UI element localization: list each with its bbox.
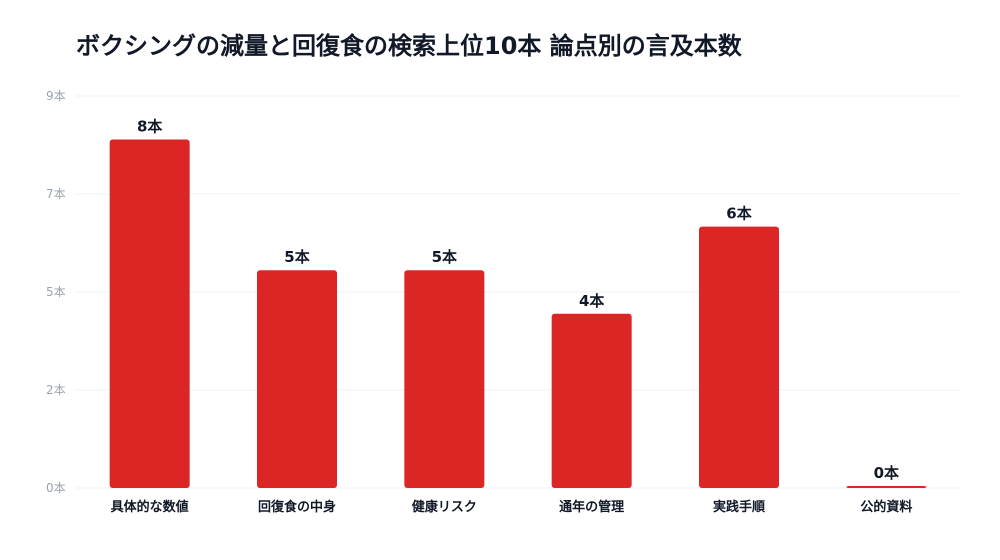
bar [846, 486, 927, 488]
data-label: 8本 [137, 118, 162, 136]
data-label: 6本 [726, 205, 751, 223]
x-tick-label: 具体的な数値 [111, 499, 189, 515]
x-tick-label: 通年の管理 [559, 499, 624, 515]
y-tick-label: 2本 [46, 383, 66, 397]
x-tick-label: 回復食の中身 [258, 499, 336, 515]
bar [551, 313, 632, 488]
y-tick-label: 7本 [46, 187, 66, 201]
data-label: 0本 [874, 464, 899, 482]
y-tick-label: 0本 [46, 481, 66, 495]
x-tick-label: 健康リスク [412, 499, 477, 515]
data-label: 4本 [579, 292, 604, 310]
bar [109, 139, 190, 489]
x-tick-label: 実践手順 [713, 499, 766, 515]
bar [699, 226, 779, 488]
bar [257, 270, 337, 488]
data-label: 5本 [284, 248, 309, 266]
y-tick-label: 9本 [46, 89, 66, 103]
data-label: 5本 [432, 248, 457, 266]
chart-title: ボクシングの減量と回復食の検索上位10本 論点別の言及本数 [76, 32, 742, 60]
y-tick-label: 5本 [46, 285, 66, 299]
bar [404, 270, 485, 488]
x-tick-label: 公的資料 [860, 499, 912, 515]
